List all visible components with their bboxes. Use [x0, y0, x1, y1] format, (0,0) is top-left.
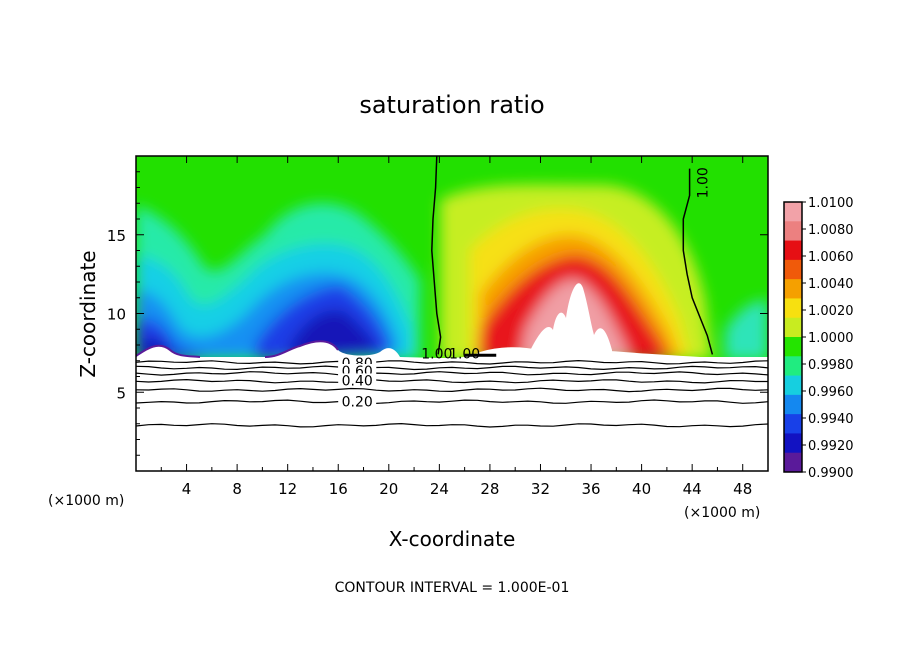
contour-line-lower-5: [136, 399, 768, 405]
contour-label-2: 1.00: [421, 347, 452, 363]
colorbar-swatch-3: [784, 259, 802, 280]
colorbar-swatch-9: [784, 375, 802, 396]
colorbar-swatch-8: [784, 356, 802, 377]
contour-lines: [136, 156, 768, 428]
colorbar-label-6: 0.9980: [808, 358, 854, 373]
x-tick-label-9: 40: [632, 480, 651, 498]
colorbar-label-0: 1.0100: [808, 196, 854, 211]
contour-line-lower-2: [136, 371, 768, 376]
y-axis-label: Z-coordinate: [76, 250, 100, 377]
colorbar-label-7: 0.9960: [808, 385, 854, 400]
contour-line-lower-0: [136, 359, 768, 365]
colorbar-swatch-11: [784, 414, 802, 434]
x-tick-label-0: 4: [182, 480, 192, 498]
x-tick-label-5: 24: [430, 480, 449, 498]
y-tick-label-0: 5: [116, 384, 126, 402]
chart-title: saturation ratio: [359, 91, 544, 119]
x-tick-label-2: 12: [278, 480, 297, 498]
contour-line-lower-4: [136, 387, 768, 393]
contour-line-1.00-0: [431, 156, 442, 355]
y-tick-label-1: 10: [107, 306, 126, 324]
x-unit-label: (×1000 m): [684, 505, 760, 521]
y-axis-ticks: 5 10 15: [107, 171, 768, 456]
colorbar-label-3: 1.0040: [808, 277, 854, 292]
x-tick-label-4: 20: [379, 480, 398, 498]
colorbar-swatch-1: [784, 221, 802, 242]
x-tick-label-11: 48: [733, 480, 752, 498]
y-unit-label: (×1000 m): [48, 493, 124, 509]
contour-label-1: 1.00: [695, 167, 711, 198]
colorbar-swatch-5: [784, 298, 802, 319]
x-tick-label-8: 36: [581, 480, 600, 498]
cloud-base-edge: [136, 340, 339, 358]
colorbar-label-4: 1.0020: [808, 304, 854, 319]
region-dry-right: [725, 300, 768, 360]
colorbar-label-2: 1.0060: [808, 250, 854, 265]
contour-label-bg-6: [338, 394, 377, 409]
plot-area: [136, 156, 768, 471]
colorbar-swatch-10: [784, 394, 802, 415]
contour-line-lower-3: [136, 378, 768, 384]
colorbar-label-9: 0.9920: [808, 439, 854, 454]
x-axis-label: X-coordinate: [389, 527, 516, 551]
saturation-field: [136, 156, 768, 471]
colorbar-swatch-2: [784, 240, 802, 261]
contour-line-1.00-1: [682, 168, 714, 355]
x-tick-label-3: 16: [329, 480, 348, 498]
colorbar-swatch-6: [784, 317, 802, 338]
contour-line-lower-1: [136, 365, 768, 371]
contour-label-0: 1.00: [449, 347, 480, 363]
y-tick-label-2: 15: [107, 227, 126, 245]
colorbar-label-8: 0.9940: [808, 412, 854, 427]
x-tick-label-7: 32: [531, 480, 550, 498]
x-tick-label-10: 44: [683, 480, 702, 498]
contour-label-5: 0.40: [342, 373, 373, 389]
region-saturated-core: [528, 283, 612, 360]
x-tick-label-6: 28: [480, 480, 499, 498]
colorbar-swatch-12: [784, 433, 802, 454]
contour-line-lower-6: [136, 422, 768, 428]
colorbar-swatch-4: [784, 279, 802, 299]
colorbar: 1.0100 1.0080 1.0060 1.0040 1.0020 1.0000 0.99…: [783, 196, 854, 481]
colorbar-swatch-0: [784, 202, 802, 222]
colorbar-label-5: 1.0000: [808, 331, 854, 346]
colorbar-label-10: 0.9900: [808, 466, 854, 481]
footer-text: CONTOUR INTERVAL = 1.000E-01: [335, 580, 570, 596]
colorbar-label-1: 1.0080: [808, 223, 854, 238]
colorbar-swatch-13: [784, 452, 802, 473]
x-tick-label-1: 8: [232, 480, 242, 498]
x-axis-ticks: 4 8 12 16 20 24 28 32 36 40 44 48: [160, 156, 752, 498]
contour-label-6: 0.20: [342, 395, 373, 411]
contour-label-bg-5: [338, 373, 377, 388]
colorbar-swatch-7: [784, 337, 802, 357]
